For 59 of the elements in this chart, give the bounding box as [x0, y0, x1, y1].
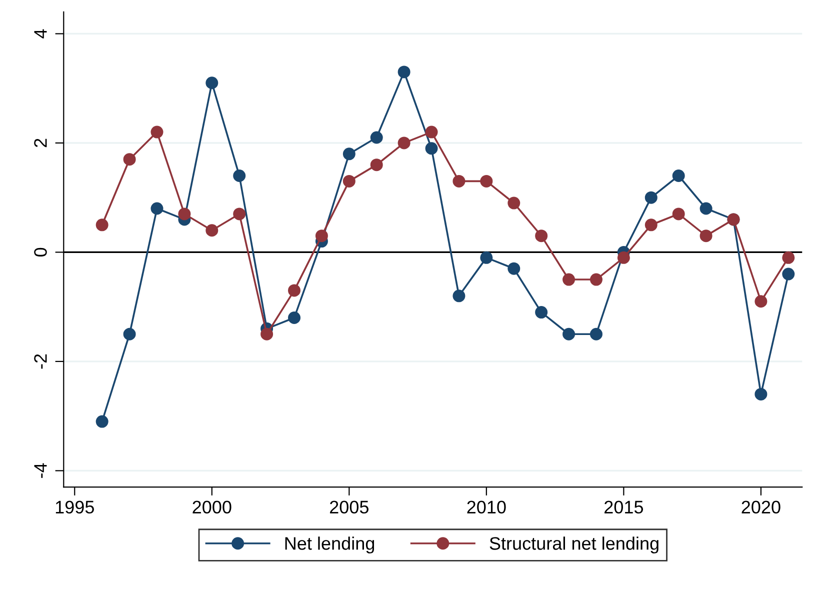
point [96, 218, 108, 232]
point [96, 415, 108, 428]
y-tick-label: 4 [34, 29, 47, 38]
point [754, 295, 768, 308]
point [206, 224, 218, 237]
point [206, 76, 218, 90]
point [123, 328, 136, 340]
point [754, 388, 768, 400]
point [535, 306, 548, 319]
x-tick-label: 2010 [467, 500, 506, 514]
point [150, 202, 164, 215]
point [370, 131, 383, 144]
point [342, 174, 356, 188]
point [508, 196, 520, 210]
y-tick-label: 2 [34, 138, 47, 148]
point [370, 158, 383, 172]
x-tick-label: 1995 [56, 500, 94, 514]
x-tick-label: 2005 [330, 500, 368, 514]
point [590, 328, 602, 340]
point [288, 284, 300, 297]
point [562, 273, 576, 286]
point [644, 218, 658, 232]
x-tick-label: 2015 [604, 500, 644, 514]
y-tick-label: -2 [34, 354, 47, 369]
point [700, 202, 712, 215]
point [425, 126, 438, 138]
point [782, 251, 795, 264]
point [260, 328, 274, 340]
point [480, 174, 493, 188]
y-tick-label: -4 [34, 463, 47, 478]
point [782, 268, 795, 280]
point [233, 208, 246, 220]
point [123, 153, 136, 166]
point [425, 142, 438, 155]
y-tick-label: 0 [34, 248, 47, 257]
point [590, 273, 602, 286]
x-tick-label: 2000 [192, 500, 232, 514]
point [315, 230, 328, 242]
point [672, 169, 685, 182]
point [508, 262, 520, 275]
point [342, 148, 356, 160]
point [178, 208, 191, 220]
legend-label: Net lending [285, 536, 374, 554]
point [644, 191, 658, 204]
point [452, 174, 466, 188]
point [672, 208, 685, 220]
point [617, 251, 630, 264]
point [233, 169, 246, 182]
point [398, 136, 410, 150]
point [480, 251, 493, 264]
point [535, 230, 548, 242]
point [700, 230, 712, 242]
x-tick-label: 2020 [742, 500, 780, 514]
point [150, 126, 164, 138]
point [398, 66, 410, 78]
point [452, 290, 466, 302]
point [562, 328, 576, 340]
legend-label: Structural net lending [490, 536, 658, 554]
point [288, 312, 300, 324]
